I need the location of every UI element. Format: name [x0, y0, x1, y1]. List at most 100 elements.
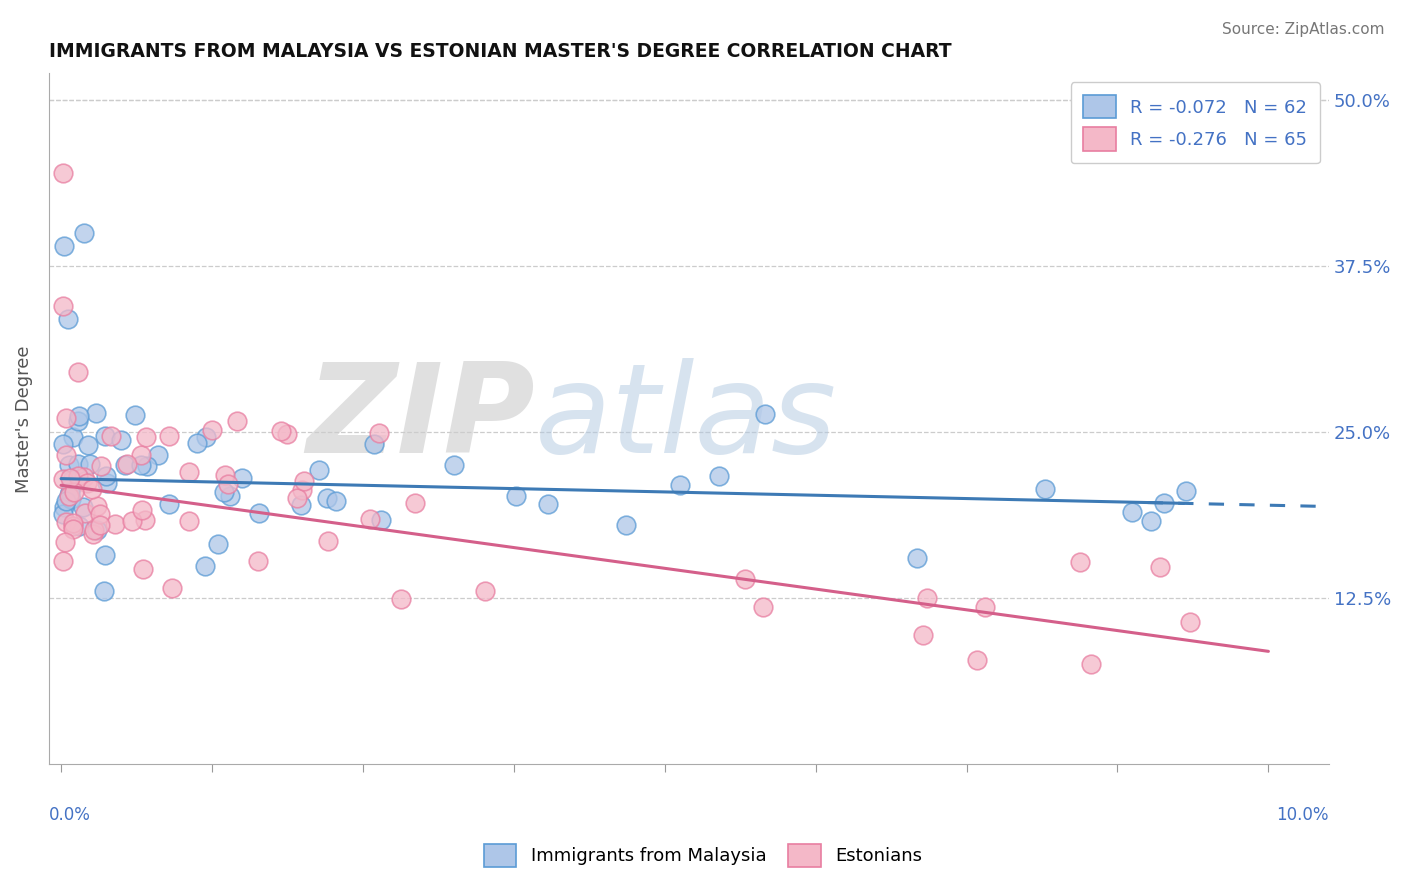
Point — [59, 480, 82, 494]
Point — [754, 407, 776, 421]
Point — [136, 459, 159, 474]
Point — [129, 458, 152, 473]
Point — [614, 518, 637, 533]
Point — [110, 434, 132, 448]
Point — [505, 489, 527, 503]
Point — [89, 508, 111, 522]
Point — [308, 463, 330, 477]
Point — [53, 535, 76, 549]
Point — [96, 475, 118, 490]
Point — [67, 365, 90, 379]
Point — [157, 428, 180, 442]
Point — [84, 406, 107, 420]
Point — [55, 448, 77, 462]
Point — [214, 468, 236, 483]
Point — [709, 469, 731, 483]
Y-axis label: Master's Degree: Master's Degree — [15, 345, 32, 492]
Point — [1175, 483, 1198, 498]
Point — [752, 599, 775, 614]
Point — [537, 497, 560, 511]
Point — [1033, 482, 1056, 496]
Point — [60, 474, 83, 488]
Point — [363, 437, 385, 451]
Point — [292, 475, 315, 489]
Point — [79, 457, 101, 471]
Point — [389, 592, 412, 607]
Point — [370, 513, 392, 527]
Point — [966, 653, 988, 667]
Point — [121, 514, 143, 528]
Point — [66, 414, 89, 428]
Point — [270, 424, 292, 438]
Point — [114, 458, 136, 473]
Point — [911, 628, 934, 642]
Point — [316, 534, 339, 549]
Point — [177, 514, 200, 528]
Point — [160, 582, 183, 596]
Point — [226, 414, 249, 428]
Point — [62, 516, 84, 530]
Point — [55, 493, 77, 508]
Point — [94, 429, 117, 443]
Point — [325, 494, 347, 508]
Point — [915, 591, 938, 605]
Point — [94, 548, 117, 562]
Point — [135, 430, 157, 444]
Point — [669, 478, 692, 492]
Point — [89, 518, 111, 533]
Point — [67, 409, 90, 424]
Point — [52, 436, 75, 450]
Point — [1140, 514, 1163, 528]
Point — [86, 523, 108, 537]
Point — [148, 448, 170, 462]
Point — [62, 519, 84, 533]
Point — [63, 485, 86, 500]
Text: 10.0%: 10.0% — [1277, 805, 1329, 823]
Point — [359, 512, 381, 526]
Point — [1153, 496, 1175, 510]
Point — [59, 470, 82, 484]
Point — [177, 465, 200, 479]
Point — [247, 506, 270, 520]
Point — [404, 496, 426, 510]
Point — [134, 513, 156, 527]
Point — [1080, 657, 1102, 672]
Point — [76, 475, 98, 490]
Point — [186, 435, 208, 450]
Legend: R = -0.072   N = 62, R = -0.276   N = 65: R = -0.072 N = 62, R = -0.276 N = 65 — [1070, 82, 1320, 163]
Point — [219, 488, 242, 502]
Point — [90, 459, 112, 474]
Point — [276, 426, 298, 441]
Point — [52, 500, 75, 515]
Point — [59, 484, 82, 499]
Point — [66, 468, 89, 483]
Point — [59, 492, 82, 507]
Point — [1121, 505, 1143, 519]
Point — [368, 425, 391, 440]
Point — [1149, 560, 1171, 574]
Point — [72, 500, 94, 514]
Text: IMMIGRANTS FROM MALAYSIA VS ESTONIAN MASTER'S DEGREE CORRELATION CHART: IMMIGRANTS FROM MALAYSIA VS ESTONIAN MAS… — [49, 42, 952, 61]
Point — [52, 554, 75, 568]
Point — [104, 516, 127, 531]
Point — [1069, 555, 1091, 569]
Point — [58, 488, 80, 502]
Point — [52, 166, 75, 180]
Point — [55, 411, 77, 425]
Point — [129, 448, 152, 462]
Point — [62, 430, 84, 444]
Point — [77, 438, 100, 452]
Point — [62, 522, 84, 536]
Point — [974, 600, 997, 615]
Point — [52, 299, 75, 313]
Point — [131, 503, 153, 517]
Point — [195, 430, 218, 444]
Point — [231, 471, 253, 485]
Point — [474, 584, 496, 599]
Point — [905, 550, 928, 565]
Point — [58, 488, 80, 502]
Point — [82, 482, 104, 496]
Point — [246, 554, 269, 568]
Point — [75, 507, 97, 521]
Text: atlas: atlas — [536, 359, 838, 479]
